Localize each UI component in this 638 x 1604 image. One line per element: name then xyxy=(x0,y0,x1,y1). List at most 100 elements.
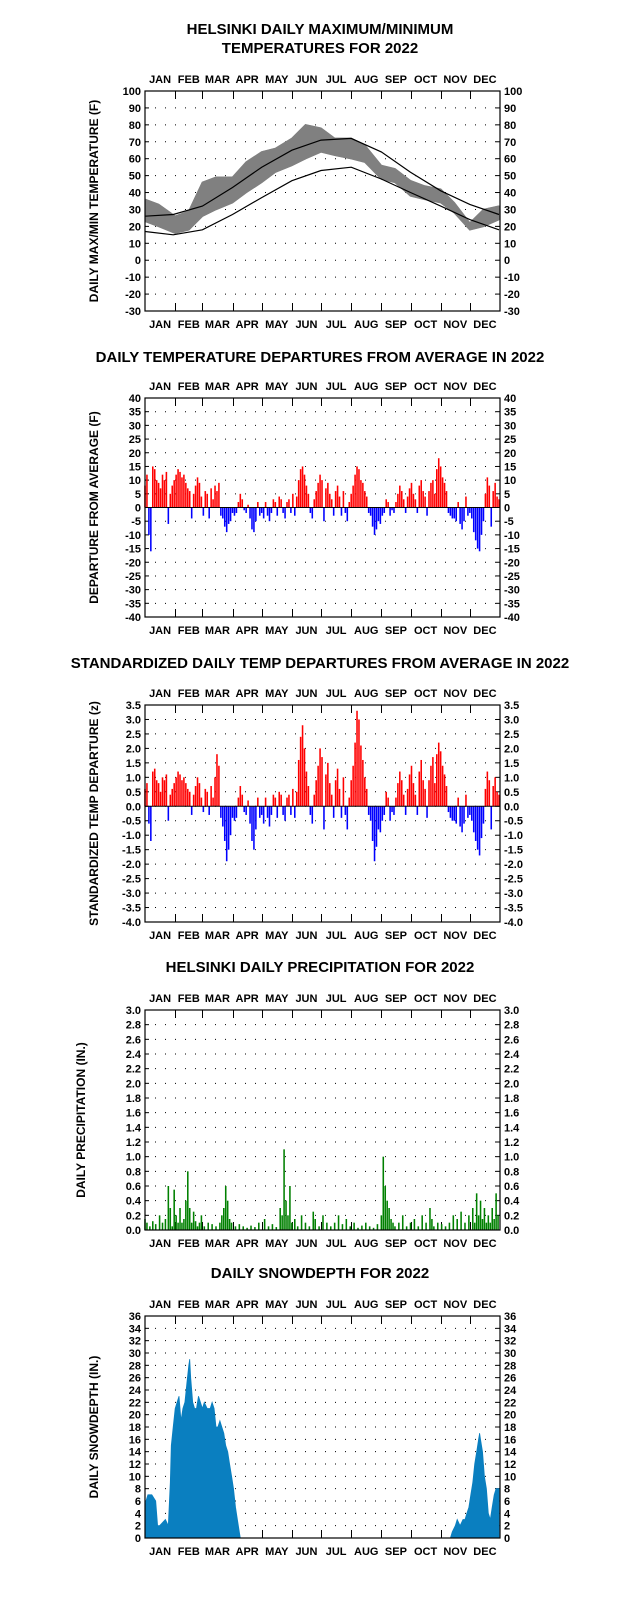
temps-month-top-nov: NOV xyxy=(443,74,468,86)
std-bar xyxy=(239,786,242,807)
dep-month-bottom-feb: FEB xyxy=(178,625,200,637)
std-bar xyxy=(492,786,494,807)
snow-ytick-right: 30 xyxy=(504,1348,516,1360)
dep-bar xyxy=(381,507,384,516)
std-bar xyxy=(258,806,261,818)
dep-ytick-right: 0 xyxy=(504,503,510,515)
snow-ytick-left: 28 xyxy=(129,1360,141,1372)
std-bar xyxy=(175,777,177,807)
dep-month-bottom-jun: JUN xyxy=(295,625,317,637)
precip-bar xyxy=(219,1222,221,1230)
std-ytick-right: 2.0 xyxy=(504,743,519,755)
dep-ytick-left: 15 xyxy=(129,461,141,473)
std-bar xyxy=(356,710,358,807)
std-bar xyxy=(402,794,405,807)
precip-bar xyxy=(169,1208,172,1230)
std-bar xyxy=(276,806,279,818)
precip-ytick-left: 1.4 xyxy=(126,1122,142,1134)
dep-bar xyxy=(247,504,249,508)
std-ytick-left: 3.0 xyxy=(126,714,141,726)
std-bar xyxy=(157,783,160,807)
dep-bar xyxy=(344,507,347,513)
temps-month-bottom-feb: FEB xyxy=(178,319,200,331)
precip-ytick-right: 1.2 xyxy=(504,1137,519,1149)
snow-ytick-left: 2 xyxy=(135,1521,141,1533)
dep-bar xyxy=(336,485,339,508)
dep-bar xyxy=(260,507,263,513)
snow-month-top-nov: NOV xyxy=(443,1299,468,1311)
precip-bar xyxy=(493,1219,495,1230)
std-ytick-right: -3.0 xyxy=(504,888,523,900)
temps-ytick-right: 70 xyxy=(504,137,516,149)
dep-bar xyxy=(447,507,450,513)
dep-bar xyxy=(369,507,372,516)
std-bar xyxy=(373,806,376,862)
precip-bar xyxy=(192,1211,195,1230)
dep-bar xyxy=(350,493,352,508)
dep-month-bottom-aug: AUG xyxy=(354,625,378,637)
std-bar xyxy=(379,806,382,833)
temps-ytick-left: 90 xyxy=(129,103,141,115)
precip-bar xyxy=(483,1208,486,1230)
snow-month-top-mar: MAR xyxy=(205,1299,230,1311)
std-bar xyxy=(274,797,277,807)
dep-month-top-oct: OCT xyxy=(414,381,438,393)
snow-ytick-left: 18 xyxy=(129,1422,141,1434)
std-bar xyxy=(434,783,436,807)
precip-month-bottom-mar: MAR xyxy=(205,1238,230,1250)
std-bar xyxy=(362,759,364,807)
std-bar xyxy=(319,748,321,807)
temps-ytick-right: -10 xyxy=(504,272,520,284)
std-bar xyxy=(416,806,419,815)
precip-bar xyxy=(263,1219,266,1230)
std-month-top-jul: JUL xyxy=(326,688,347,700)
dep-bar xyxy=(377,507,380,522)
precip-bar xyxy=(185,1200,187,1230)
precip-ytick-right: 2.8 xyxy=(504,1020,519,1032)
snow-ytick-left: 34 xyxy=(129,1323,142,1335)
precip-bar xyxy=(146,1222,148,1230)
std-bar xyxy=(395,797,397,807)
snow-month-bottom-jan: JAN xyxy=(149,1546,171,1558)
dep-bar xyxy=(173,480,175,508)
precip-bar xyxy=(158,1215,161,1230)
temps-ytick-right: 90 xyxy=(504,103,516,115)
dep-bar xyxy=(455,507,458,522)
precip-bar xyxy=(285,1200,287,1230)
dep-ytick-right: 25 xyxy=(504,434,516,446)
temps-ytick-right: 30 xyxy=(504,204,516,216)
snow-month-top-dec: DEC xyxy=(473,1299,496,1311)
precip-bar xyxy=(495,1193,497,1230)
dep-ytick-right: 20 xyxy=(504,448,516,460)
snow-ytick-right: 6 xyxy=(504,1496,510,1508)
dep-bar xyxy=(292,493,294,508)
std-bar xyxy=(447,806,450,813)
precip-bar xyxy=(177,1222,179,1230)
precip-ytick-left: 3.0 xyxy=(126,1005,141,1017)
precip-bar xyxy=(345,1219,348,1230)
precip-ytick-left: 1.2 xyxy=(126,1137,141,1149)
snow-ytick-left: 10 xyxy=(129,1471,141,1483)
dep-bar xyxy=(484,493,487,508)
dep-ytick-left: -40 xyxy=(125,612,141,624)
std-ytick-left: 2.0 xyxy=(126,743,141,755)
precip-month-bottom-nov: NOV xyxy=(443,1238,468,1250)
std-bar xyxy=(290,806,292,815)
dep-bar xyxy=(474,507,477,541)
std-bar xyxy=(190,806,193,815)
std-bar xyxy=(233,806,236,821)
dep-ytick-right: -15 xyxy=(504,544,520,556)
dep-ytick-left: -25 xyxy=(125,571,141,583)
snow-ytick-left: 6 xyxy=(135,1496,141,1508)
dep-ytick-right: -5 xyxy=(504,516,514,528)
precip-ytick-left: 2.4 xyxy=(126,1049,142,1061)
precip-bar xyxy=(326,1222,328,1230)
std-bar xyxy=(280,794,282,807)
dep-bar xyxy=(167,507,170,524)
precip-month-top-dec: DEC xyxy=(473,993,496,1005)
std-bar xyxy=(262,806,265,824)
dep-bar xyxy=(480,507,483,535)
std-month-bottom-feb: FEB xyxy=(178,930,200,942)
precip-ytick-right: 0.4 xyxy=(504,1196,520,1208)
snow-ytick-right: 10 xyxy=(504,1471,516,1483)
